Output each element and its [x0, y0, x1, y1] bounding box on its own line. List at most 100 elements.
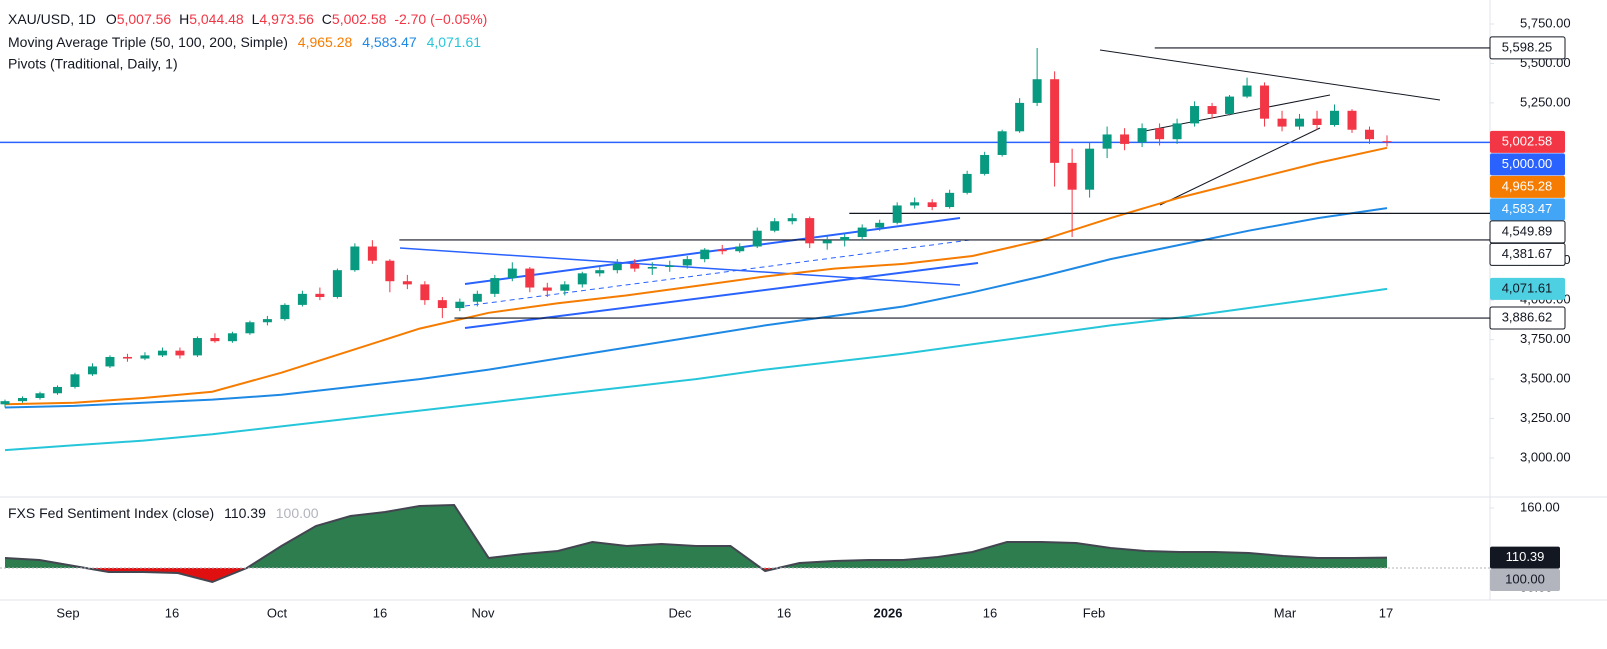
wedge-line [1139, 94, 1331, 133]
candle-body [910, 202, 920, 206]
candle-body [455, 301, 465, 309]
candle-body [1120, 134, 1130, 144]
candle-body [1102, 134, 1112, 149]
candle-body [210, 338, 220, 342]
price-tag [1490, 175, 1565, 198]
y-tick-label: 3,750.00 [1520, 331, 1571, 346]
legend-entry: 4,071.61 [427, 34, 482, 50]
price-tag-label: 4,381.67 [1502, 246, 1553, 261]
candle-body [332, 270, 342, 297]
o-value: 5,007.56 [117, 11, 172, 27]
x-tick-label: Nov [471, 605, 495, 620]
candle-body [1295, 118, 1305, 127]
legend-entry: 4,583.47 [362, 34, 417, 50]
candle-body [892, 205, 902, 223]
y-tick-label: 3,000.00 [1520, 449, 1571, 464]
candle-body [647, 267, 657, 269]
price-tag [1490, 277, 1565, 300]
candle-body [612, 263, 622, 271]
candle-body [175, 350, 185, 356]
ma-legend: Moving Average Triple (50, 100, 200, Sim… [8, 34, 481, 50]
candle-body [192, 338, 202, 356]
candle-body [507, 268, 517, 279]
candle-body [437, 300, 447, 309]
channel-line [464, 262, 979, 329]
ind-title: FXS Fed Sentiment Index (close) [8, 505, 214, 521]
ind-line [4, 503, 1388, 584]
candle-body [420, 284, 430, 301]
candle-body [1312, 118, 1322, 125]
x-tick-label: 16 [983, 605, 997, 620]
candle-body [927, 202, 937, 208]
price-tag-label: 5,002.58 [1502, 133, 1553, 148]
candle-body [682, 259, 692, 266]
price-tag-label: 4,583.47 [1502, 201, 1553, 216]
y-tick-label: 3,500.00 [1520, 370, 1571, 385]
candle-body [245, 322, 255, 334]
candle-body [577, 273, 587, 285]
c-value: 5,002.58 [332, 11, 387, 27]
y-tick-label: 5,250.00 [1520, 94, 1571, 109]
ind-area-down [5, 568, 1387, 582]
symbol: XAU/USD, 1D [8, 11, 96, 27]
ind-area-up [5, 505, 1387, 568]
candle-body [297, 293, 307, 305]
y-tick-label: 3,250.00 [1520, 410, 1571, 425]
candle-body [1260, 85, 1270, 119]
channel-mid [464, 239, 971, 307]
price-tag [1489, 306, 1566, 330]
price-tag [1490, 198, 1565, 221]
candle-body [1242, 85, 1252, 97]
candle-body [875, 222, 885, 228]
candle-body [980, 154, 990, 174]
candle-body [945, 192, 955, 208]
candle-body [227, 333, 237, 342]
candle-body [770, 221, 780, 231]
candle-body [1015, 102, 1025, 132]
candle-body [1137, 128, 1147, 143]
wedge-line [1159, 127, 1321, 206]
l-value: 4,973.56 [259, 11, 314, 27]
x-tick-label: 17 [1379, 605, 1393, 620]
trend-line [1099, 49, 1441, 101]
candle-body [280, 304, 290, 320]
ma-title: Moving Average Triple (50, 100, 200, Sim… [8, 34, 288, 50]
candle-body [595, 270, 605, 274]
candle-body [0, 401, 10, 405]
candle-body [735, 246, 745, 252]
x-tick-label: Sep [56, 605, 79, 620]
x-tick-label: 16 [373, 605, 387, 620]
candle-body [840, 237, 850, 241]
candle-body [350, 246, 360, 271]
candle-body [402, 281, 412, 285]
candle-body [385, 260, 395, 282]
candle-body [1277, 118, 1287, 127]
candle-body [1347, 110, 1357, 130]
ind-tag-label: 110.39 [1506, 549, 1545, 564]
candle-body [997, 131, 1007, 155]
candle-body [1330, 110, 1340, 125]
legend-entry: 4,965.28 [298, 34, 353, 50]
x-tick-label: 16 [777, 605, 791, 620]
candle-body [752, 230, 762, 247]
c-label: C [322, 11, 332, 27]
candle-body [560, 284, 570, 291]
h-label: H [179, 11, 189, 27]
o-label: O [106, 11, 117, 27]
price-tag [1490, 130, 1565, 153]
h-value: 5,044.48 [189, 11, 244, 27]
candle-body [805, 218, 815, 244]
price-tag-label: 4,549.89 [1502, 223, 1553, 238]
price-tag [1489, 242, 1566, 266]
ma-line [4, 207, 1388, 409]
baseline-tag [1490, 569, 1560, 591]
candle-body [630, 263, 640, 269]
candle-body [1172, 123, 1182, 140]
candle-body [87, 366, 97, 375]
price-tag-label: 4,071.61 [1502, 280, 1553, 295]
candle-body [1382, 141, 1392, 143]
trend-line [399, 247, 961, 286]
